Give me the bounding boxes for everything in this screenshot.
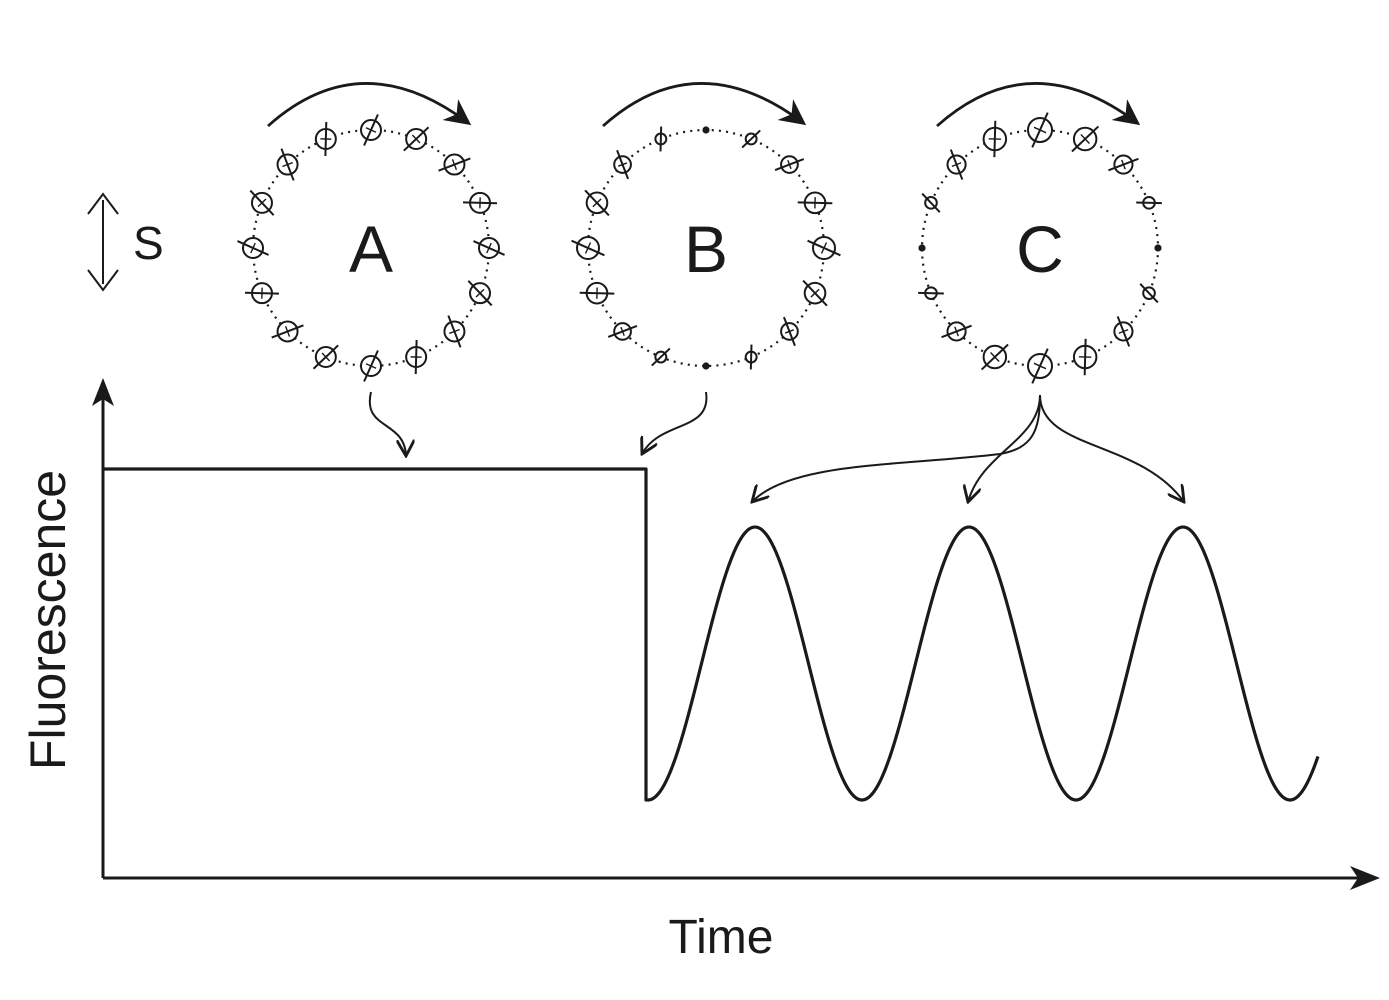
dipole-marker	[271, 320, 304, 343]
dipole-marker	[237, 237, 269, 259]
x-axis-arrowhead	[1350, 866, 1380, 890]
connector-arrows	[368, 391, 1184, 502]
dipole-marker	[651, 347, 671, 367]
rotation-arrow	[602, 82, 807, 128]
connector-arrow-c-peak-1	[752, 394, 1041, 502]
dipole-marker	[780, 316, 799, 347]
dipole-marker	[405, 339, 428, 375]
dipole-marker	[276, 148, 299, 181]
dipole-marker	[702, 362, 710, 370]
dipole-marker	[1154, 244, 1162, 252]
connector-arrow-a	[368, 391, 406, 456]
dipole-marker	[579, 281, 615, 305]
dipole-marker	[312, 344, 339, 370]
s-label: S	[133, 217, 164, 269]
dipole-marker	[946, 149, 967, 180]
dipole-marker	[1027, 112, 1053, 148]
dipole-marker	[807, 236, 841, 260]
dipole-marker	[314, 121, 337, 157]
dipole-marker	[1072, 338, 1098, 376]
dipole-marker	[403, 126, 430, 152]
x-axis-label: Time	[669, 911, 774, 964]
dipole-marker	[702, 126, 710, 134]
dipole-marker	[921, 192, 941, 213]
dipole-marker	[467, 280, 493, 307]
dipole-marker	[462, 191, 498, 214]
dipole-marker	[1027, 348, 1053, 384]
connector-arrow-c-peak-2	[968, 394, 1041, 502]
wheel-label: C	[1016, 212, 1064, 286]
dipole-marker	[1139, 283, 1159, 304]
dipole-marker	[744, 344, 758, 370]
dipole-marker	[443, 315, 466, 348]
dipole-marker	[1108, 154, 1139, 175]
dipole-marker	[613, 149, 632, 180]
wheel-label: A	[349, 212, 393, 286]
s-legend: S	[87, 192, 164, 292]
s-arrow-up-head	[87, 192, 119, 215]
fluorescence-signal-trace	[103, 467, 1320, 802]
connector-arrow-b	[642, 391, 708, 454]
wheel-c: C	[918, 82, 1162, 384]
dipole-marker	[571, 236, 605, 260]
dipole-marker	[360, 350, 382, 382]
s-arrow-down-head	[87, 269, 119, 292]
wheel-b: B	[571, 82, 841, 370]
dipole-marker	[741, 129, 761, 149]
dipole-marker	[1136, 196, 1162, 210]
dipole-marker	[802, 279, 828, 307]
dipole-marker	[249, 189, 275, 216]
dipole-marker	[360, 114, 382, 146]
dipole-marker	[244, 282, 280, 305]
dipole-marker	[584, 189, 610, 217]
y-axis-label: Fluorescence	[20, 470, 76, 770]
dipole-marker	[774, 155, 805, 174]
rotation-arrow	[936, 82, 1141, 128]
dipole-marker	[982, 120, 1008, 158]
y-axis-arrowhead	[92, 378, 114, 406]
dipole-marker	[797, 191, 833, 215]
dipole-marker	[918, 244, 926, 252]
wheel-a: A	[237, 82, 505, 382]
dipole-marker	[473, 237, 505, 259]
connector-arrow-c-peak-3	[1039, 394, 1184, 502]
dipole-marker	[438, 153, 471, 176]
dipole-marker	[980, 343, 1009, 371]
dipole-marker	[918, 286, 944, 300]
dipole-marker	[654, 126, 668, 152]
dipole-marker	[1113, 316, 1134, 347]
rotation-arrow	[267, 82, 472, 128]
dipole-marker	[607, 322, 638, 341]
dipole-marker	[941, 321, 972, 342]
wheel-label: B	[684, 212, 728, 286]
dipole-marker	[1071, 125, 1100, 153]
